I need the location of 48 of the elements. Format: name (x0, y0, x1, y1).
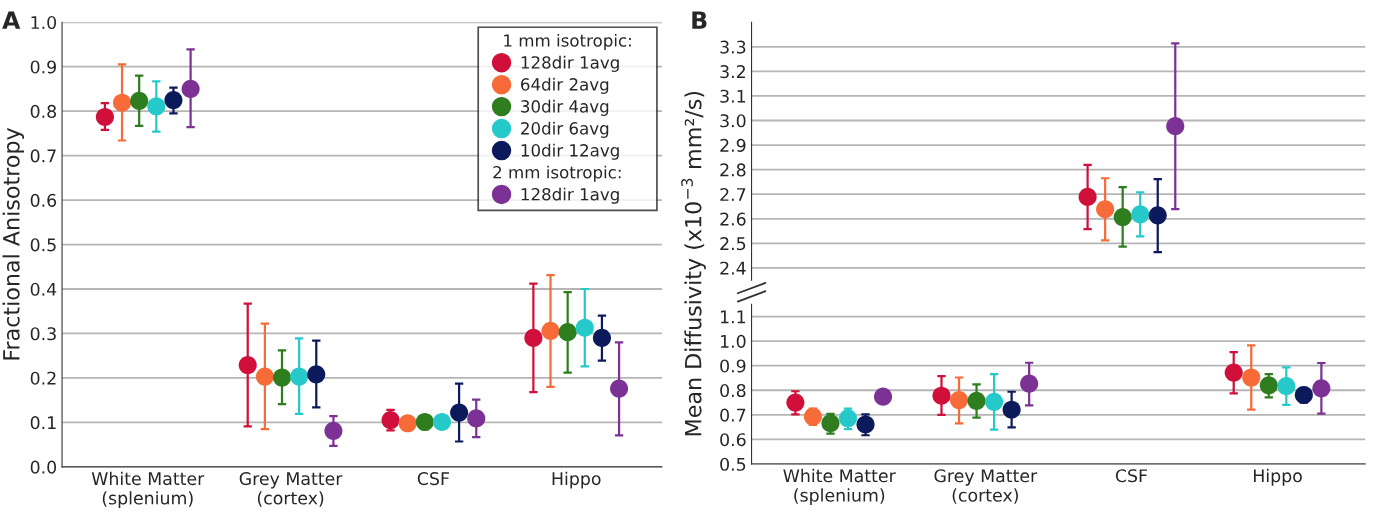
y-tick-label: 1.1 (720, 310, 746, 324)
legend-label: 20dir 6avg (521, 121, 609, 138)
y-tick-label: 2.5 (720, 237, 746, 251)
y-tick-label: 3.0 (720, 114, 746, 128)
y-tick-label: 0.1 (30, 416, 56, 430)
y-tick-label: 2.8 (720, 163, 746, 177)
y-tick-label: 0.3 (30, 327, 56, 341)
legend-title: 1 mm isotropic: (504, 33, 631, 51)
y-axis-title: Mean Diffusivity (x10$^{−3}$ mm²/s) (681, 91, 706, 436)
x-tick-label: Grey Matter (cortex) (239, 472, 343, 507)
y-tick-label: 0.0 (30, 460, 57, 474)
y-tick-label: 3.1 (720, 89, 746, 103)
y-tick-label: 0.7 (30, 149, 56, 163)
y-tick-label: 0.5 (30, 238, 56, 252)
y-tick-label: 2.6 (720, 212, 746, 226)
y-tick-label: 0.6 (720, 433, 746, 447)
legend-label: 64dir 2avg (521, 77, 609, 94)
y-tick-label: 1.0 (31, 15, 57, 30)
x-tick-label: White Matter (splenium) (783, 468, 896, 506)
legend-label: 128dir 1avg (521, 55, 619, 72)
y-tick-label: 0.8 (30, 104, 57, 118)
legend-label: 30dir 4avg (521, 99, 609, 116)
y-tick-label: 0.6 (30, 193, 57, 207)
y-tick-label: 0.8 (720, 383, 746, 398)
y-tick-label: 0.4 (30, 282, 57, 296)
y-tick-label: 1.0 (720, 334, 746, 348)
legend-label: 10dir 12avg (521, 143, 619, 160)
y-axis-title: Fractional Anisotropy (2, 128, 25, 360)
chart-title: A (2, 11, 21, 29)
y-tick-label: 0.5 (720, 457, 746, 471)
x-tick-label: Hippo (1253, 468, 1302, 486)
y-tick-label: 2.7 (720, 187, 746, 201)
annotation: 2 mm isotropic: (493, 165, 621, 182)
chart-title: B (692, 11, 707, 29)
y-tick-label: 3.3 (720, 40, 746, 54)
y-tick-label: 0.7 (720, 408, 746, 422)
y-tick-label: 0.2 (30, 371, 56, 385)
x-tick-label: CSF (1115, 469, 1147, 483)
legend-label: 128dir 1avg (521, 187, 619, 204)
y-tick-label: 3.2 (720, 65, 745, 79)
y-tick-label: 0.9 (30, 60, 56, 74)
x-tick-label: CSF (417, 472, 449, 486)
y-tick-label: 2.4 (720, 261, 746, 275)
x-tick-label: Hippo (552, 471, 601, 489)
x-tick-label: White Matter (splenium) (91, 471, 205, 508)
y-tick-label: 0.9 (720, 359, 746, 373)
x-tick-label: Grey Matter (cortex) (934, 469, 1038, 504)
y-tick-label: 2.9 (720, 138, 746, 152)
